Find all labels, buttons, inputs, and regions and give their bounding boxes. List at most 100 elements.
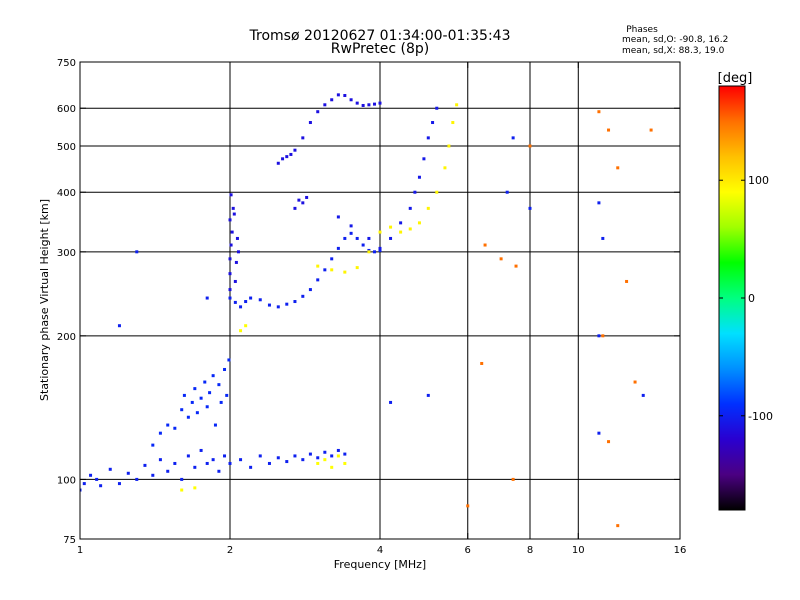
data-point — [343, 452, 347, 456]
data-point — [616, 166, 620, 170]
y-tick-label: 400 — [57, 188, 76, 199]
data-point — [208, 391, 212, 395]
data-point — [343, 236, 347, 240]
data-point — [330, 454, 334, 458]
data-point — [195, 411, 199, 415]
axis-ticks: 1 2 4 6 8 10 16 75 100 200 300 400 500 600 750 — [57, 58, 686, 556]
data-point — [182, 393, 186, 397]
data-points — [80, 93, 653, 528]
data-point — [361, 243, 365, 247]
data-point — [244, 300, 248, 304]
data-point — [373, 250, 377, 254]
data-point — [227, 358, 231, 362]
data-point — [199, 448, 203, 452]
x-tick-label: 2 — [227, 545, 233, 556]
data-point — [193, 486, 197, 490]
data-point — [166, 423, 170, 427]
data-point — [205, 296, 209, 300]
colorbar-tick-label: 100 — [748, 174, 769, 187]
data-point — [223, 367, 227, 371]
data-point — [281, 157, 285, 161]
data-point — [367, 236, 371, 240]
data-point — [228, 218, 232, 222]
data-point — [80, 488, 82, 492]
y-tick-label: 75 — [63, 535, 76, 546]
data-point — [301, 458, 305, 462]
data-point — [193, 465, 197, 469]
data-point — [323, 103, 327, 107]
y-tick-label: 100 — [57, 475, 76, 486]
data-point — [343, 94, 347, 98]
x-axis-label: Frequency [MHz] — [334, 558, 426, 571]
data-point — [135, 477, 139, 481]
data-point — [230, 230, 234, 234]
colorbar-tick-label: -100 — [748, 410, 773, 423]
stats-title: Phases — [626, 25, 658, 35]
data-point — [607, 128, 611, 132]
data-point — [607, 440, 611, 444]
data-point — [343, 461, 347, 465]
data-point — [378, 246, 382, 250]
data-point — [276, 161, 280, 165]
data-point — [276, 456, 280, 460]
data-point — [435, 190, 439, 194]
colorbar-tick-label: 0 — [748, 292, 755, 305]
data-point — [597, 201, 601, 205]
data-point — [234, 260, 238, 264]
data-point — [323, 450, 327, 454]
data-point — [431, 121, 435, 125]
data-point — [455, 103, 459, 107]
data-point — [323, 458, 327, 462]
data-point — [597, 110, 601, 114]
x-tick-label: 6 — [465, 545, 471, 556]
data-point — [528, 144, 532, 148]
data-point — [330, 98, 334, 102]
data-point — [229, 193, 233, 197]
data-point — [217, 383, 221, 387]
data-point — [417, 221, 421, 225]
data-point — [480, 361, 484, 365]
data-point — [228, 288, 232, 292]
y-axis-label: Stationary phase Virtual Height [km] — [38, 199, 51, 401]
colorbar-ticks: 100 0 -100 — [719, 174, 773, 423]
y-tick-label: 300 — [57, 248, 76, 259]
data-point — [408, 206, 412, 210]
data-point — [514, 264, 518, 268]
data-point — [301, 294, 305, 298]
data-point — [316, 456, 320, 460]
data-point — [308, 452, 312, 456]
data-point — [378, 230, 382, 234]
data-point — [408, 227, 412, 231]
data-point — [399, 221, 403, 225]
data-point — [99, 484, 103, 488]
data-point — [597, 334, 601, 338]
data-point — [511, 136, 515, 140]
data-point — [451, 121, 455, 125]
chart-title: Tromsø 20120627 01:34:00-01:35:43 — [249, 28, 511, 44]
data-point — [229, 243, 233, 247]
data-point — [597, 431, 601, 435]
data-point — [301, 201, 305, 205]
data-point — [422, 157, 426, 161]
data-point — [399, 230, 403, 234]
data-point — [89, 473, 93, 477]
data-point — [316, 278, 320, 282]
data-point — [82, 482, 86, 486]
x-tick-label: 8 — [527, 545, 533, 556]
data-point — [217, 469, 221, 473]
data-point — [135, 250, 139, 254]
data-point — [616, 524, 620, 528]
data-point — [236, 250, 240, 254]
data-point — [293, 454, 297, 458]
data-point — [466, 504, 470, 508]
data-point — [213, 423, 217, 427]
x-tick-label: 1 — [77, 545, 83, 556]
data-point — [426, 136, 430, 140]
data-point — [413, 190, 417, 194]
data-point — [225, 393, 229, 397]
data-point — [258, 298, 262, 302]
data-point — [249, 296, 253, 300]
data-point — [330, 257, 334, 261]
colorbar-label: [deg] — [718, 71, 753, 86]
